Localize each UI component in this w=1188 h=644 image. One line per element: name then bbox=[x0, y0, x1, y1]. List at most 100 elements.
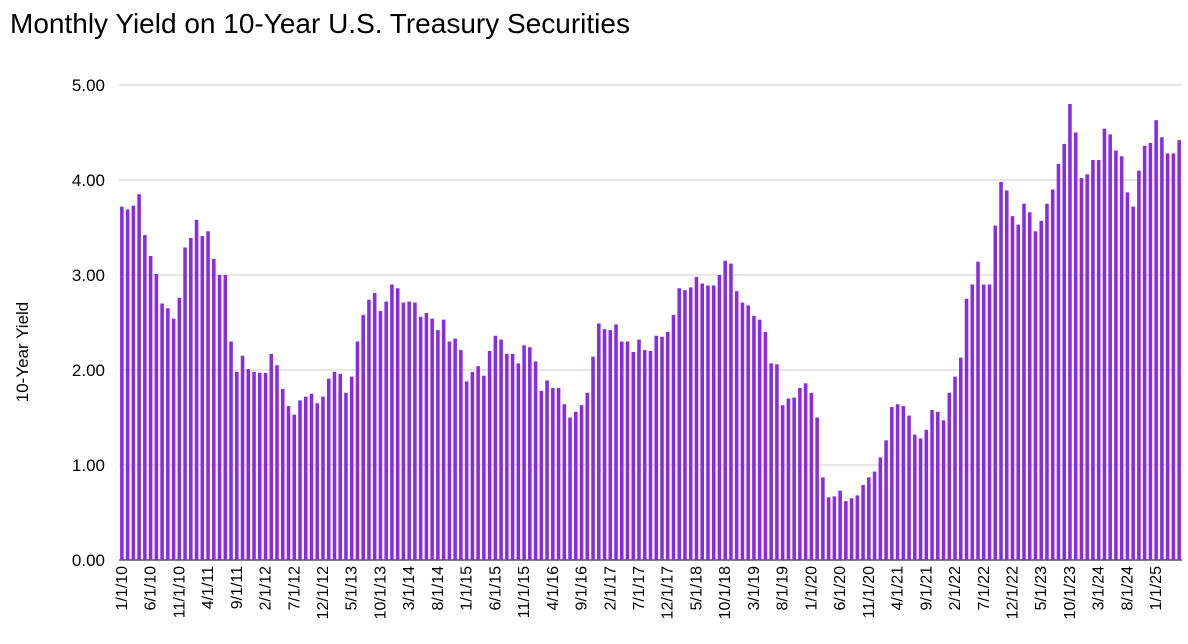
bar bbox=[769, 363, 773, 560]
bar bbox=[809, 392, 814, 560]
bar bbox=[545, 380, 549, 560]
chart-title: Monthly Yield on 10-Year U.S. Treasury S… bbox=[10, 8, 630, 39]
bar bbox=[1154, 120, 1158, 561]
bar bbox=[252, 371, 256, 560]
bar bbox=[890, 407, 894, 560]
bar bbox=[746, 305, 750, 560]
bar bbox=[1016, 224, 1021, 560]
bar bbox=[803, 383, 808, 560]
x-tick-label: 2/1/12 bbox=[258, 566, 275, 611]
x-tick-label: 4/1/11 bbox=[200, 566, 217, 609]
bar bbox=[160, 303, 164, 560]
bar bbox=[499, 339, 503, 560]
x-tick-label: 8/1/14 bbox=[430, 566, 447, 611]
x-tick-label: 12/1/12 bbox=[315, 566, 332, 619]
bar bbox=[683, 290, 687, 560]
bar bbox=[815, 417, 819, 560]
bar bbox=[936, 411, 940, 560]
bar bbox=[786, 398, 791, 560]
bar bbox=[867, 477, 871, 560]
bar bbox=[913, 434, 917, 560]
bar bbox=[757, 319, 762, 560]
bar bbox=[688, 287, 693, 560]
bar bbox=[194, 219, 199, 560]
bar bbox=[574, 411, 578, 560]
bar bbox=[332, 371, 337, 560]
y-tick-label: 4.00 bbox=[72, 171, 105, 190]
bar bbox=[706, 285, 710, 560]
bar bbox=[677, 288, 682, 560]
bar bbox=[1085, 174, 1089, 561]
bar bbox=[763, 332, 768, 560]
x-tick-label: 3/1/24 bbox=[1091, 566, 1108, 611]
bar bbox=[361, 314, 365, 560]
x-tick-label: 3/1/19 bbox=[746, 566, 763, 611]
bar bbox=[1102, 128, 1107, 560]
bar bbox=[947, 392, 952, 560]
x-tick-label: 6/1/20 bbox=[832, 566, 849, 611]
x-tick-label: 5/1/18 bbox=[688, 566, 705, 611]
bar bbox=[614, 324, 618, 560]
bar bbox=[235, 371, 239, 560]
bar bbox=[493, 335, 498, 560]
bar bbox=[608, 330, 613, 560]
bar bbox=[321, 396, 325, 560]
x-tick-label: 1/1/10 bbox=[114, 566, 131, 611]
bar bbox=[355, 341, 360, 560]
bar bbox=[959, 357, 963, 560]
bar bbox=[401, 302, 406, 560]
x-tick-label: 8/1/19 bbox=[775, 566, 792, 611]
bar bbox=[453, 338, 457, 560]
x-tick-label: 9/1/11 bbox=[229, 566, 246, 609]
x-tick-label: 4/1/16 bbox=[545, 566, 562, 611]
bar bbox=[240, 355, 245, 560]
bar bbox=[648, 351, 653, 560]
bar bbox=[625, 341, 630, 560]
x-tick-label: 10/1/18 bbox=[717, 566, 734, 619]
y-axis-ticks: 0.00 1.00 2.00 3.00 4.00 5.00 bbox=[72, 76, 105, 570]
bar bbox=[654, 335, 659, 560]
bar bbox=[1079, 178, 1084, 560]
bar bbox=[154, 274, 159, 560]
x-tick-label: 3/1/14 bbox=[401, 566, 418, 611]
bar bbox=[131, 205, 136, 560]
bar bbox=[907, 415, 911, 560]
bar bbox=[665, 332, 670, 560]
bar bbox=[585, 392, 590, 560]
bar bbox=[775, 364, 779, 560]
x-tick-label: 7/1/12 bbox=[286, 566, 303, 611]
bar bbox=[217, 275, 222, 560]
bar bbox=[246, 369, 251, 560]
bar bbox=[895, 404, 900, 560]
bar bbox=[1137, 170, 1141, 560]
bar bbox=[832, 496, 837, 560]
bar bbox=[505, 353, 509, 560]
bar bbox=[487, 351, 492, 560]
bar bbox=[579, 405, 584, 560]
bar bbox=[189, 237, 193, 560]
bar bbox=[148, 256, 153, 560]
bar bbox=[384, 301, 388, 560]
bar bbox=[970, 284, 975, 560]
bar bbox=[976, 261, 980, 560]
bar bbox=[1010, 216, 1015, 560]
y-axis-label: 10-Year Yield bbox=[13, 302, 32, 403]
bar bbox=[844, 501, 848, 560]
bar bbox=[407, 301, 411, 560]
bar bbox=[1033, 231, 1038, 561]
bar bbox=[367, 299, 371, 560]
bar bbox=[884, 440, 888, 560]
x-tick-label: 2/1/22 bbox=[947, 566, 964, 611]
bar bbox=[597, 323, 601, 560]
x-tick-label: 6/1/10 bbox=[143, 566, 160, 611]
bar bbox=[723, 260, 727, 560]
bar bbox=[269, 353, 274, 560]
bar bbox=[275, 365, 279, 560]
bar bbox=[999, 181, 1003, 560]
bar bbox=[792, 397, 796, 560]
bar bbox=[1062, 143, 1066, 560]
bar bbox=[826, 497, 831, 560]
bar bbox=[326, 378, 331, 560]
bar bbox=[993, 225, 998, 560]
bar bbox=[821, 477, 825, 560]
